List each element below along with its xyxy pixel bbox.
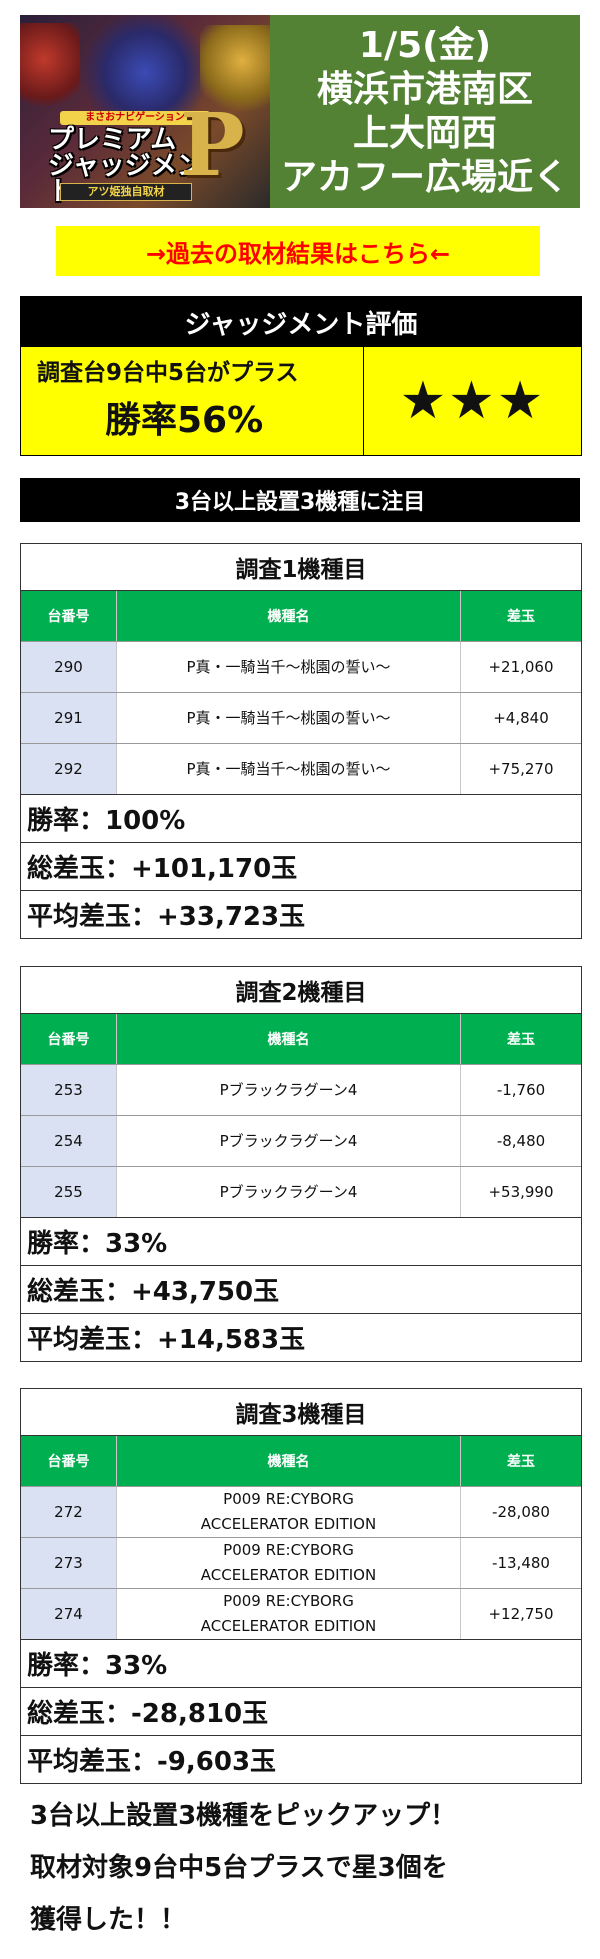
unit-number: 273 [21,1538,117,1588]
ball-diff: +21,060 [488,658,554,676]
ball-diff: +75,270 [488,760,554,778]
table-row: 253 Pブラックラグーン4 -1,760 [21,1064,581,1115]
total-diff: 総差玉：+43,750玉 [21,1265,581,1313]
table-header: 台番号 機種名 差玉 [21,1436,581,1486]
survey-title: 調査3機種目 [21,1389,581,1436]
closing-line-1: 3台以上設置3機種をピックアップ！ [30,1801,457,1831]
model-name: P真・一騎当千～桃園の誓い～ [117,744,461,794]
col-model: 機種名 [117,591,461,641]
model-name: Pブラックラグーン4 [117,1167,461,1217]
model-name-line1: P009 RE:CYBORG [223,1592,354,1610]
survey-table-3: 調査3機種目 台番号 機種名 差玉 272 P009 RE:CYBORG ACC… [20,1388,582,1784]
ball-diff: -28,080 [492,1503,550,1521]
unit-number: 292 [21,744,117,794]
ball-diff: -13,480 [492,1554,550,1572]
model-name-line2: ACCELERATOR EDITION [200,1566,377,1584]
table-row: 292 P真・一騎当千～桃園の誓い～ +75,270 [21,743,581,794]
col-diff: 差玉 [507,1454,535,1470]
table-row: 274 P009 RE:CYBORG ACCELERATOR EDITION +… [21,1588,581,1639]
table-row: 255 Pブラックラグーン4 +53,990 [21,1166,581,1217]
logo-title: プレミアム ジャッジメント [48,127,218,205]
survey-title: 調査1機種目 [21,544,581,591]
ball-diff: -1,760 [496,1081,546,1099]
win-rate: 勝率：33% [21,1639,581,1687]
model-name: Pブラックラグーン4 [117,1065,461,1115]
table-row: 290 P真・一騎当千～桃園の誓い～ +21,060 [21,641,581,692]
model-name: Pブラックラグーン4 [117,1116,461,1166]
table-header: 台番号 機種名 差玉 [21,591,581,641]
win-rate: 勝率：33% [21,1217,581,1265]
col-unit: 台番号 [21,591,117,641]
col-model: 機種名 [117,1014,461,1064]
average-diff: 平均差玉：+33,723玉 [21,890,581,938]
col-unit: 台番号 [21,1436,117,1486]
demon-illustration [75,15,215,111]
header-banner: まさおナビゲーション プレミアム ジャッジメント P アツ姫独自取材 1/5(金… [20,15,580,208]
model-name: P009 RE:CYBORG ACCELERATOR EDITION [117,1589,461,1639]
table-row: 291 P真・一騎当千～桃園の誓い～ +4,840 [21,692,581,743]
model-name-line2: ACCELERATOR EDITION [200,1617,377,1635]
premium-judgement-logo: まさおナビゲーション プレミアム ジャッジメント P アツ姫独自取材 [20,15,270,208]
total-diff: 総差玉：+101,170玉 [21,842,581,890]
average-diff: 平均差玉：+14,583玉 [21,1313,581,1361]
col-unit: 台番号 [21,1014,117,1064]
col-diff: 差玉 [507,1032,535,1048]
col-diff: 差玉 [507,609,535,625]
model-name-line1: P009 RE:CYBORG [223,1490,354,1508]
ball-diff: +53,990 [488,1183,554,1201]
header-location-3: アカフー広場近く [280,156,569,198]
unit-number: 274 [21,1589,117,1639]
model-name: P009 RE:CYBORG ACCELERATOR EDITION [117,1487,461,1537]
past-results-link[interactable]: →過去の取材結果はこちら← [56,226,540,276]
ball-diff: +4,840 [493,709,549,727]
model-name-line1: P009 RE:CYBORG [223,1541,354,1559]
unit-number: 291 [21,693,117,743]
judgement-summary-cell: 調査台9台中5台がプラス 勝率56% [21,347,364,455]
judgement-summary: 調査台9台中5台がプラス [37,360,299,386]
logo-subtitle: まさおナビゲーション [60,111,210,125]
model-name-line2: ACCELERATOR EDITION [200,1515,377,1533]
table-row: 254 Pブラックラグーン4 -8,480 [21,1115,581,1166]
win-rate: 勝率：100% [21,794,581,842]
logo-letter: P [180,95,245,196]
ball-diff: -8,480 [496,1132,546,1150]
unit-number: 255 [21,1167,117,1217]
dragon-illustration [20,23,80,113]
table-header: 台番号 機種名 差玉 [21,1014,581,1064]
model-name: P真・一騎当千～桃園の誓い～ [117,642,461,692]
header-location-1: 横浜市港南区 [316,68,533,110]
beast-illustration [200,25,270,115]
total-diff: 総差玉：-28,810玉 [21,1687,581,1735]
judgement-heading: ジャッジメント評価 [21,297,581,347]
unit-number: 254 [21,1116,117,1166]
star-rating: ★★★ [399,371,546,431]
closing-line-3: 獲得した！！ [30,1905,187,1935]
logo-footer: アツ姫独自取材 [60,183,192,201]
unit-number: 290 [21,642,117,692]
model-name: P真・一騎当千～桃園の誓い～ [117,693,461,743]
table-row: 273 P009 RE:CYBORG ACCELERATOR EDITION -… [21,1537,581,1588]
closing-line-2: 取材対象9台中5台プラスで星3個を [30,1853,448,1883]
table-row: 272 P009 RE:CYBORG ACCELERATOR EDITION -… [21,1486,581,1537]
judgement-body: 調査台9台中5台がプラス 勝率56% ★★★ [21,347,581,455]
logo-title-line1: プレミアム [48,125,177,155]
section-heading: 3台以上設置3機種に注目 [20,478,580,522]
survey-table-2: 調査2機種目 台番号 機種名 差玉 253 Pブラックラグーン4 -1,760 … [20,966,582,1362]
unit-number: 272 [21,1487,117,1537]
survey-title: 調査2機種目 [21,967,581,1014]
header-date: 1/5(金) [358,24,492,66]
header-info: 1/5(金) 横浜市港南区 上大岡西 アカフー広場近く [270,15,580,208]
judgement-box: ジャッジメント評価 調査台9台中5台がプラス 勝率56% ★★★ [20,296,582,456]
average-diff: 平均差玉：-9,603玉 [21,1735,581,1783]
model-name: P009 RE:CYBORG ACCELERATOR EDITION [117,1538,461,1588]
survey-table-1: 調査1機種目 台番号 機種名 差玉 290 P真・一騎当千～桃園の誓い～ +21… [20,543,582,939]
col-model: 機種名 [117,1436,461,1486]
header-location-2: 上大岡西 [352,112,497,154]
ball-diff: +12,750 [488,1605,554,1623]
judgement-win-rate: 勝率56% [105,400,264,441]
closing-text: 3台以上設置3機種をピックアップ！ 取材対象9台中5台プラスで星3個を 獲得した… [30,1790,570,1946]
unit-number: 253 [21,1065,117,1115]
